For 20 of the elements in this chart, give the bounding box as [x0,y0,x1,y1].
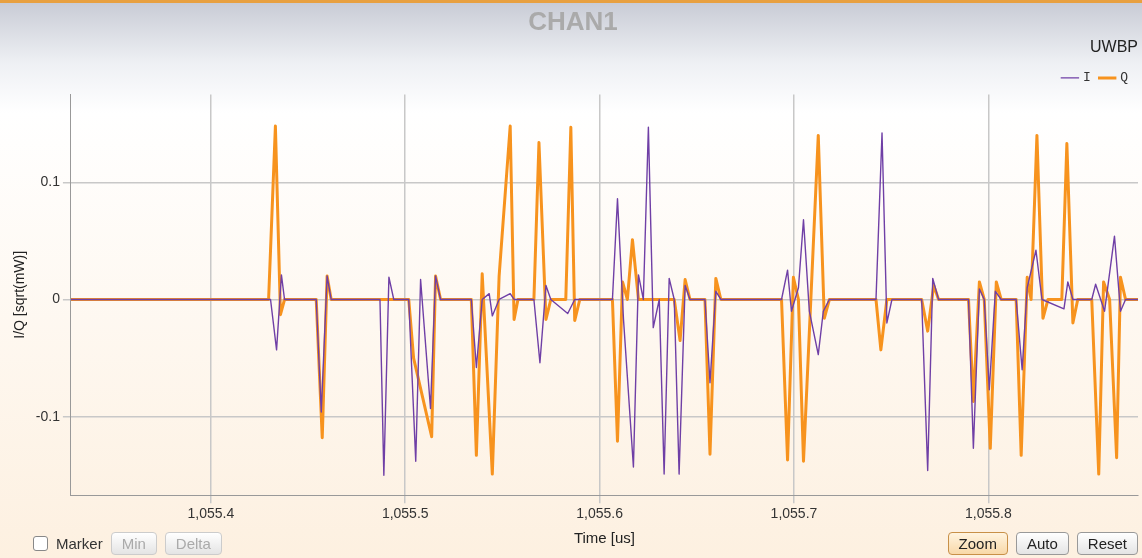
text: Min [110,532,157,555]
text: Reset [1076,532,1138,555]
x-tick-label: 1,055.7 [770,505,818,522]
text: Delta [164,532,222,555]
x-tick-label: 1,055.5 [381,505,429,522]
legend-label: I [1082,70,1091,86]
chart-subtitle: UWBP [1090,38,1138,56]
x-tick-label: 1,055.8 [964,505,1012,522]
x-axis-title: Time [us] [573,529,636,547]
text: Zoom [947,532,1008,555]
chart-title: CHAN1 [528,5,618,36]
text: Auto [1015,532,1069,555]
x-tick-label: 1,055.4 [187,505,235,522]
y-tick-label: -0.1 [35,407,61,424]
y-tick-label: 0 [52,290,61,307]
y-tick-label: 0.1 [40,173,61,190]
x-tick-label: 1,055.6 [576,505,624,522]
legend-label: Q [1120,70,1129,86]
y-axis-title: I/Q [sqrt(mW)] [11,250,28,339]
text: Marker [56,535,103,552]
